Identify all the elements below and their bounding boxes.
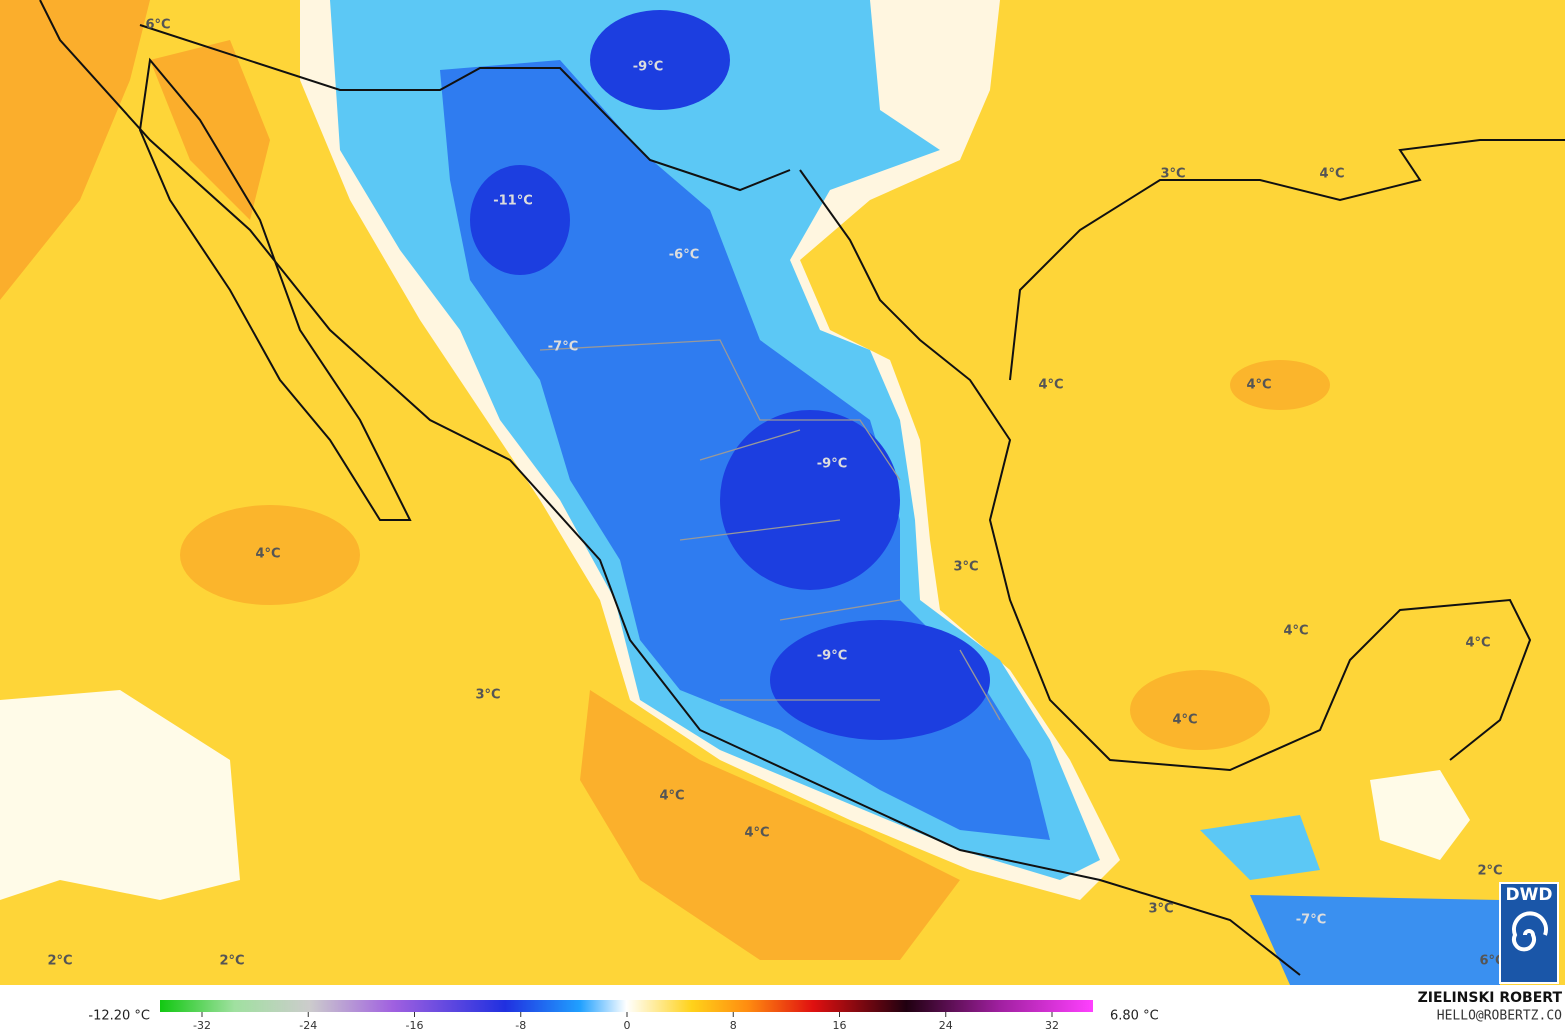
footer: -12.20 °C 6.80 °C ZIELINSKI ROBERT HELLO…: [88, 990, 1562, 1032]
temp-label: 4°C: [1038, 378, 1063, 393]
colorbar-tick-label: 8: [730, 1019, 737, 1032]
cold-core: [470, 165, 570, 275]
temp-label: -7°C: [1296, 913, 1326, 928]
colorbar-tick-label: -32: [193, 1019, 211, 1032]
temp-label: 6°C: [145, 18, 170, 33]
logo-swirl: [1512, 911, 1548, 952]
coastline: [39, 0, 1301, 976]
warm-area: [150, 40, 270, 220]
temp-label: 4°C: [1283, 624, 1308, 639]
author: ZIELINSKI ROBERT: [1418, 990, 1563, 1006]
temp-label: 4°C: [255, 547, 280, 562]
cold-core: [590, 10, 730, 110]
warm-area: [580, 690, 960, 960]
temp-label: 4°C: [1319, 167, 1344, 182]
temp-label: 3°C: [475, 688, 500, 703]
cold-core: [720, 410, 900, 590]
temp-label: 4°C: [1246, 378, 1271, 393]
temp-label: 2°C: [1477, 864, 1502, 879]
coastline: [1009, 139, 1565, 381]
temp-label: 4°C: [659, 789, 684, 804]
temp-label: 4°C: [1465, 636, 1490, 651]
cold-area: [1250, 895, 1500, 985]
border: [139, 24, 791, 192]
temp-label: 6°C: [1479, 954, 1504, 969]
coastline: [138, 57, 412, 521]
temp-label: 3°C: [1160, 167, 1185, 182]
temp-label: 3°C: [953, 560, 978, 575]
coastline: [799, 169, 1532, 772]
warm-area: [1230, 360, 1330, 410]
colorbar-tick-label: -8: [515, 1019, 526, 1032]
temp-label: -6°C: [669, 248, 699, 263]
cold-area: [1200, 815, 1320, 880]
colorbar-tick-label: -16: [406, 1019, 424, 1032]
colorbar-min: -12.20 °C: [88, 1009, 150, 1024]
warm-area: [0, 0, 150, 300]
cold-core: [770, 620, 990, 740]
label-layer: 6°C -9°C -11°C -6°C -7°C 3°C 4°C 4°C 4°C…: [47, 18, 1504, 969]
temp-label: 4°C: [1172, 713, 1197, 728]
temp-label: -11°C: [493, 194, 533, 209]
temp-label: -9°C: [817, 457, 847, 472]
temp-label: -9°C: [817, 649, 847, 664]
colorbar-tick-label: 24: [939, 1019, 953, 1032]
temp-label: 2°C: [219, 954, 244, 969]
mild-area: [1370, 770, 1470, 860]
state-border: [539, 339, 1001, 721]
warm-area: [1130, 670, 1270, 750]
temp-label: 4°C: [744, 826, 769, 841]
colorbar-max: 6.80 °C: [1110, 1009, 1159, 1024]
temp-label: -7°C: [548, 340, 578, 355]
temp-label: 3°C: [1148, 902, 1173, 917]
colorbar-tick-label: 0: [624, 1019, 631, 1032]
colorbar-tick-label: 16: [833, 1019, 847, 1032]
colorbar: [160, 1000, 1093, 1012]
colorbar-tick-label: 32: [1045, 1019, 1059, 1032]
temp-label: -9°C: [633, 60, 663, 75]
map-area: 6°C -9°C -11°C -6°C -7°C 3°C 4°C 4°C 4°C…: [0, 0, 1565, 985]
mild-area: [0, 690, 240, 900]
warm-area: [180, 505, 360, 605]
temp-label: 2°C: [47, 954, 72, 969]
contact: HELLO@ROBERTZ.CO: [1437, 1009, 1562, 1024]
logo-text: DWD: [1506, 885, 1553, 905]
colorbar-tick-label: -24: [299, 1019, 317, 1032]
